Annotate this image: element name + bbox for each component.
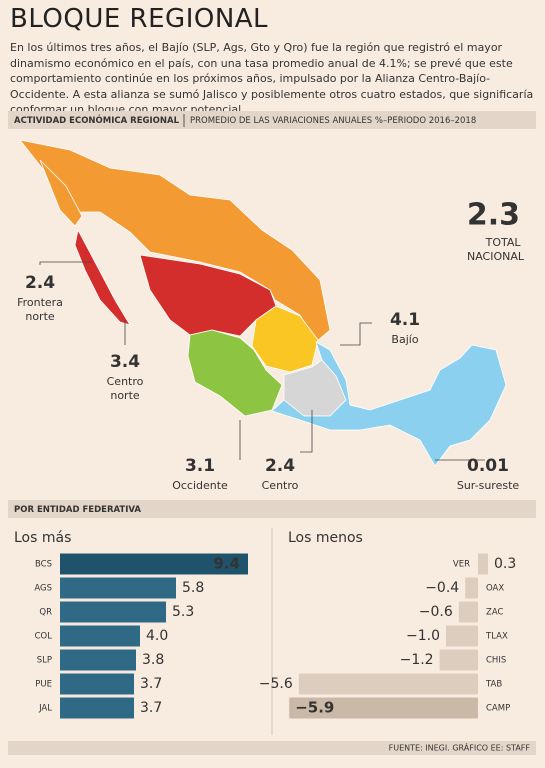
region-shape bbox=[271, 341, 507, 467]
value-label: −1.0 bbox=[406, 628, 440, 644]
region-name-line: norte bbox=[25, 310, 55, 323]
bar bbox=[458, 601, 478, 623]
region-shape bbox=[19, 139, 331, 343]
region-name: Occidente bbox=[172, 479, 228, 492]
value-label: 5.8 bbox=[182, 580, 204, 596]
bar bbox=[298, 673, 478, 695]
region-value: 3.4 bbox=[110, 352, 140, 372]
footer: FUENTE: INEGI. GRÁFICO EE: STAFF bbox=[389, 742, 531, 753]
category-label: AGS bbox=[34, 584, 52, 594]
category-label: PUE bbox=[35, 680, 52, 690]
category-label: ZAC bbox=[486, 608, 503, 618]
region-name-line: Frontera bbox=[17, 296, 63, 309]
bar bbox=[60, 601, 166, 623]
value-label: 5.3 bbox=[172, 604, 194, 620]
value-label: 3.8 bbox=[142, 652, 164, 668]
value-label: 0.3 bbox=[494, 556, 516, 572]
region-value: 2.4 bbox=[265, 456, 295, 476]
category-label: JAL bbox=[38, 704, 52, 714]
region-name: Bajío bbox=[391, 333, 418, 346]
total-label: TOTAL NACIONAL bbox=[467, 236, 525, 263]
category-label: SLP bbox=[37, 656, 52, 666]
value-label: −5.6 bbox=[259, 676, 293, 692]
region-name-line: norte bbox=[110, 389, 140, 402]
value-label: 4.0 bbox=[146, 628, 168, 644]
bar bbox=[60, 697, 134, 719]
bar bbox=[465, 577, 478, 599]
section-subtitle: PROMEDIO DE LAS VARIACIONES ANUALES %–PE… bbox=[190, 116, 476, 126]
region-shape bbox=[74, 228, 131, 326]
total-label-line: TOTAL bbox=[485, 236, 522, 249]
region-name: Centro norte bbox=[107, 375, 144, 402]
total-value: 2.3 bbox=[467, 198, 520, 233]
category-label: TLAX bbox=[485, 632, 508, 642]
category-label: QR bbox=[39, 608, 52, 618]
bar bbox=[60, 577, 176, 599]
value-label: −5.9 bbox=[295, 699, 334, 717]
category-label: CAMP bbox=[486, 704, 510, 714]
category-label: COL bbox=[35, 632, 53, 642]
bar bbox=[60, 625, 140, 647]
bar bbox=[289, 697, 478, 719]
bar bbox=[60, 553, 248, 575]
footer-bar bbox=[8, 741, 536, 755]
value-label: 3.7 bbox=[140, 676, 162, 692]
bar bbox=[478, 553, 488, 575]
region-shape bbox=[187, 329, 283, 417]
region-name: Centro bbox=[262, 479, 299, 492]
chart-title: Los más bbox=[14, 530, 71, 546]
region-name-line: Centro bbox=[107, 375, 144, 388]
region-shape bbox=[251, 305, 319, 373]
title: BLOQUE REGIONAL bbox=[10, 4, 269, 34]
value-label: 3.7 bbox=[140, 700, 162, 716]
value-label: −0.6 bbox=[419, 604, 453, 620]
category-label: TAB bbox=[485, 680, 502, 690]
bar bbox=[439, 649, 478, 671]
category-label: CHIS bbox=[486, 656, 506, 666]
region-value: 4.1 bbox=[390, 310, 420, 330]
region-name: Frontera norte bbox=[17, 296, 63, 323]
section-bar bbox=[8, 111, 536, 129]
total-label-line: NACIONAL bbox=[467, 250, 525, 263]
bar bbox=[446, 625, 478, 647]
region-shape bbox=[139, 254, 277, 337]
chart-title: Los menos bbox=[288, 530, 363, 546]
section-title: POR ENTIDAD FEDERATIVA bbox=[14, 505, 141, 515]
value-label: −0.4 bbox=[425, 580, 459, 596]
region-value: 0.01 bbox=[467, 456, 509, 476]
value-label: −1.2 bbox=[400, 652, 434, 668]
bar bbox=[60, 673, 134, 695]
map bbox=[19, 139, 507, 467]
region-value: 3.1 bbox=[185, 456, 215, 476]
region-value: 2.4 bbox=[25, 273, 55, 293]
bar bbox=[60, 649, 136, 671]
category-label: BCS bbox=[35, 560, 52, 570]
category-label: VER bbox=[453, 560, 470, 570]
leaders bbox=[39, 261, 485, 461]
category-label: OAX bbox=[486, 584, 504, 594]
section-title: ACTIVIDAD ECONÓMICA REGIONAL bbox=[14, 114, 180, 126]
region-shape bbox=[39, 159, 83, 227]
region-name: Sur-sureste bbox=[457, 479, 520, 492]
value-label: 9.4 bbox=[213, 555, 240, 573]
section-bar bbox=[8, 500, 536, 518]
